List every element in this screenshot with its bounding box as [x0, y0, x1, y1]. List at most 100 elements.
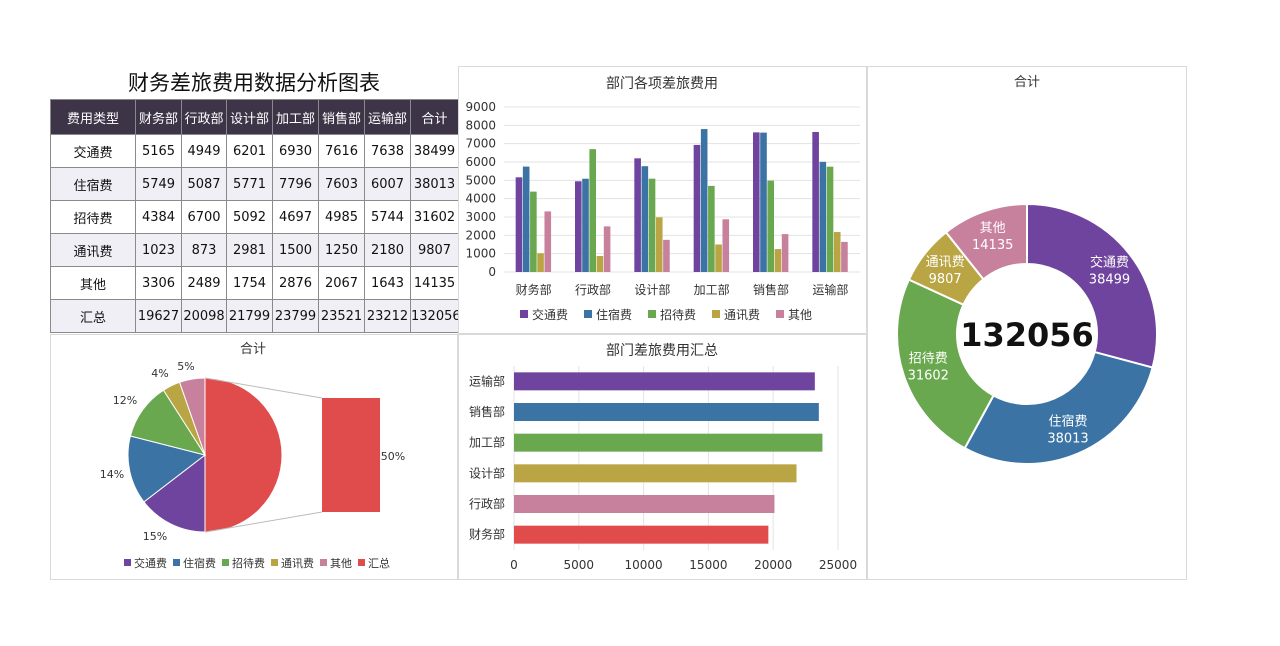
column-bar	[544, 211, 552, 272]
table-cell: 14135	[410, 266, 459, 300]
table-cell: 1023	[135, 233, 182, 267]
pie-percent-label: 5%	[177, 360, 194, 373]
table-cell: 6201	[226, 134, 273, 168]
table-row: 其他 3306 2489 1754 2876 2067 1643 14135	[50, 266, 459, 300]
y-tick-label: 行政部	[469, 496, 505, 511]
table-header-cell: 设计部	[226, 99, 273, 135]
pie-chart-title: 合计	[240, 342, 266, 357]
legend-swatch	[584, 310, 592, 318]
legend-swatch	[648, 310, 656, 318]
legend-label: 交通费	[532, 307, 568, 322]
table-cell: 5165	[135, 134, 182, 168]
column-bar	[753, 132, 760, 272]
table-row: 通讯费 1023 873 2981 1500 1250 2180 9807	[50, 233, 459, 267]
legend-label: 其他	[330, 557, 352, 570]
table-row-label: 汇总	[50, 299, 136, 333]
legend-swatch	[776, 310, 784, 318]
column-bar	[760, 132, 767, 272]
x-tick-label: 销售部	[753, 282, 789, 297]
legend-label: 住宿费	[596, 307, 632, 322]
table-cell: 7796	[272, 167, 319, 201]
legend-label: 其他	[788, 308, 812, 322]
donut-slice-value: 14135	[972, 238, 1013, 253]
table-header-cell: 合计	[410, 99, 459, 135]
donut-slice-label: 招待费	[909, 352, 948, 367]
y-tick-label: 6000	[465, 155, 496, 169]
column-bar	[819, 161, 827, 272]
column-bar	[603, 226, 611, 272]
table-cell: 3306	[135, 266, 182, 300]
table-header-cell: 运输部	[364, 99, 411, 135]
hbar	[514, 433, 823, 452]
y-tick-label: 销售部	[469, 404, 505, 419]
table-cell: 1250	[318, 233, 365, 267]
x-tick-label: 25000	[819, 558, 857, 572]
column-bar	[715, 244, 722, 272]
secondary-bar	[322, 398, 380, 512]
pie-percent-label: 12%	[113, 394, 137, 407]
x-tick-label: 财务部	[516, 282, 552, 297]
column-bar	[700, 129, 708, 272]
donut-slice	[896, 278, 995, 450]
donut-slice-value: 31602	[908, 369, 949, 384]
legend-swatch	[173, 559, 180, 566]
table-cell: 132056	[410, 299, 461, 333]
legend-swatch	[124, 559, 131, 566]
table-cell: 21799	[226, 299, 273, 333]
column-bar	[781, 234, 789, 272]
column-bar	[826, 166, 834, 272]
column-bar	[530, 191, 537, 272]
donut-slice-label: 通讯费	[926, 255, 965, 270]
x-tick-label: 5000	[564, 558, 595, 572]
table-cell: 38499	[410, 134, 459, 168]
pie-percent-label: 15%	[143, 530, 167, 543]
column-bar	[582, 178, 589, 272]
column-chart-title: 部门各项差旅费用	[606, 76, 718, 92]
y-tick-label: 3000	[465, 210, 496, 224]
column-bar	[833, 232, 841, 272]
table-cell: 2180	[364, 233, 411, 267]
legend-label: 交通费	[134, 556, 167, 570]
column-bar	[655, 217, 663, 272]
donut-slice-value: 9807	[929, 272, 962, 287]
column-bar	[575, 181, 582, 272]
table-cell: 6700	[181, 200, 227, 234]
table-header-cell: 销售部	[318, 99, 365, 135]
y-tick-label: 0	[488, 265, 496, 279]
table-cell: 7616	[318, 134, 365, 168]
x-tick-label: 10000	[625, 558, 663, 572]
hbar	[514, 464, 797, 483]
y-tick-label: 加工部	[469, 435, 505, 450]
y-tick-label: 8000	[465, 118, 496, 132]
column-bar	[641, 166, 649, 272]
donut-slice	[1026, 202, 1158, 369]
column-bar	[812, 131, 819, 272]
donut-slice	[944, 202, 1028, 281]
donut-slice-label: 其他	[980, 221, 1006, 236]
table-header-cell: 加工部	[272, 99, 319, 135]
legend-label: 通讯费	[724, 308, 760, 322]
column-bar	[767, 180, 774, 272]
pie-slice	[204, 377, 283, 533]
y-tick-label: 4000	[465, 192, 496, 206]
page-title: 财务差旅费用数据分析图表	[128, 71, 380, 95]
table-cell: 23212	[364, 299, 411, 333]
pie-slice	[143, 453, 206, 533]
y-tick-label: 财务部	[469, 527, 505, 542]
pie-percent-label: 50%	[381, 450, 405, 463]
table-cell: 23799	[272, 299, 319, 333]
table-cell: 1500	[272, 233, 319, 267]
y-tick-label: 1000	[465, 247, 496, 261]
table-cell: 2876	[272, 266, 319, 300]
column-bar	[841, 241, 848, 272]
donut-slice-value: 38499	[1089, 273, 1130, 288]
legend-swatch	[520, 310, 528, 318]
table-cell: 5744	[364, 200, 411, 234]
pie-percent-label: 14%	[100, 468, 124, 481]
y-tick-label: 5000	[465, 173, 496, 187]
donut-center-total: 132056	[960, 316, 1094, 354]
donut-slice	[963, 350, 1154, 465]
table-cell: 9807	[410, 233, 459, 267]
column-bar	[722, 219, 730, 272]
